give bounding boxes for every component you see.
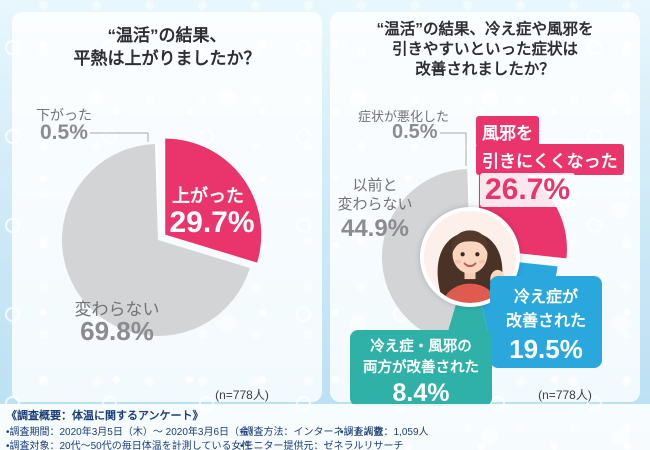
pie-slice-変わらない [61, 144, 250, 337]
slice-value-both: 8.4% [392, 379, 450, 407]
survey-monitor-provider: •モニター提供元：ゼネラルリサーチ [240, 441, 404, 450]
leader-line-worse [440, 132, 467, 166]
slice-value-up: 29.7% [169, 206, 255, 239]
slice-callout-hiesho: 冷え症が 改善された 19.5% [490, 276, 602, 368]
slice-value-unchanged: 44.9% [340, 215, 410, 242]
survey-footer: 《調査概要：体温に関するアンケート》 •調査期間：2020年3月5日（木）〜 2… [0, 404, 650, 450]
slice-label-unchanged: 以前と 変わらない [337, 177, 413, 213]
slice-label-same: 変わらない [74, 300, 160, 319]
pie-slice-上がった [165, 138, 262, 263]
sample-size-note: (n=778人) [215, 388, 269, 402]
survey-period: •調査期間：2020年3月5日（木）〜 2020年3月6日（金） [6, 427, 260, 438]
slice-label-worse: 症状が悪化した [358, 109, 450, 124]
survey-target: •調査対象：20代〜50代の毎日体温を計測している女性 [6, 441, 252, 450]
right-chart-panel: “温活”の結果、冷え症や風邪を 引きやすいといった症状は 改善されましたか？ [330, 12, 640, 407]
slice-label-down: 下がった [36, 107, 92, 123]
left-chart-title: “温活”の結果、 平熱は上がりましたか？ [73, 26, 261, 68]
survey-respondents: •調査人数：1,059人 [340, 427, 429, 438]
woman-avatar [424, 211, 516, 303]
slice-label-colds-line1: 風邪を [476, 116, 539, 147]
slice-value-same: 69.8% [80, 316, 154, 346]
survey-method: •調査方法：インターネット調査 [240, 427, 384, 438]
right-chart-title: “温活”の結果、冷え症や風邪を 引きやすいといった症状は 改善されましたか？ [376, 21, 594, 78]
slice-callout-both: 冷え症・風邪の 両方が改善された 8.4% [350, 330, 492, 407]
leader-line-down [90, 132, 149, 142]
left-pie-chart [61, 132, 262, 337]
pie-slice-下がった [154, 144, 158, 240]
slice-value-worse: 0.5% [392, 121, 438, 143]
slice-value-hiesho: 19.5% [509, 334, 583, 364]
sample-size-note: (n=778人) [538, 388, 592, 402]
survey-overview-heading: 《調査概要：体温に関するアンケート》 [6, 410, 204, 422]
slice-value-colds: 26.7% [480, 173, 576, 207]
left-chart-panel: “温活”の結果、 平熱は上がりましたか？ 下がった 0.5% 上がった 29.7… [12, 12, 322, 402]
slice-label-up: 上がった [172, 186, 244, 206]
slice-value-down: 0.5% [40, 121, 88, 144]
slice-label-colds-line2: 引きにくくなった [476, 144, 624, 175]
